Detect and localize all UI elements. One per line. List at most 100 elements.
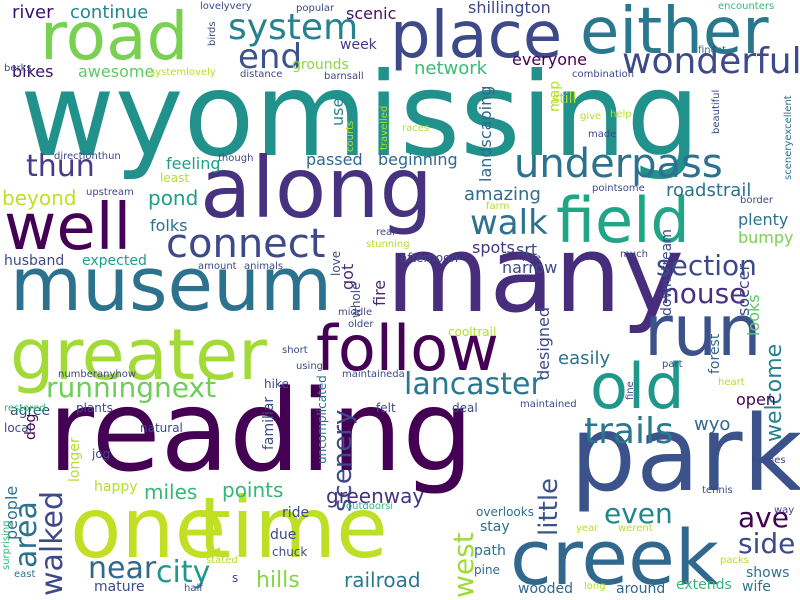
word: least xyxy=(160,171,190,185)
word: due xyxy=(270,527,297,543)
word: hills xyxy=(256,568,300,593)
word: deal xyxy=(452,401,478,415)
word: barnsall xyxy=(324,71,364,82)
word: agree xyxy=(10,403,51,419)
word: werent xyxy=(618,523,653,534)
word: longer xyxy=(67,437,83,482)
word: city xyxy=(156,555,211,590)
word: made xyxy=(588,129,617,140)
word: run xyxy=(644,290,762,372)
word: maintained xyxy=(520,399,577,410)
word: berks xyxy=(4,63,32,74)
word: connect xyxy=(166,221,326,267)
word: wonderful xyxy=(622,41,800,82)
word: ride xyxy=(282,505,310,521)
word: happy xyxy=(94,479,138,495)
word: scenic xyxy=(346,4,397,23)
word: passed xyxy=(306,150,363,169)
word: pointsome xyxy=(592,183,645,194)
word: plants xyxy=(76,401,113,415)
word: along xyxy=(200,139,433,237)
word: afternoon xyxy=(400,251,459,265)
word: bumpy xyxy=(738,228,794,247)
word: narrow xyxy=(502,258,558,277)
word: half xyxy=(184,583,203,594)
word: sceneryexcellent xyxy=(783,95,794,180)
word: directionthun xyxy=(54,151,121,162)
word: well xyxy=(4,191,132,265)
word: even xyxy=(604,497,673,530)
word: river xyxy=(12,2,54,23)
word: underpass xyxy=(514,141,723,187)
word: landscaping xyxy=(476,85,495,182)
word: pine xyxy=(474,563,500,577)
word: reading xyxy=(48,367,474,497)
word: thun xyxy=(26,149,95,184)
word: network xyxy=(414,58,488,79)
word: old xyxy=(590,350,685,423)
word: overlooks xyxy=(476,505,534,519)
word: much xyxy=(620,249,648,260)
word: stunning xyxy=(366,239,410,250)
word: shillington xyxy=(468,0,551,17)
word: either xyxy=(580,0,769,69)
word: use xyxy=(328,97,347,126)
word: continue xyxy=(70,2,149,23)
word: miles xyxy=(144,480,198,504)
word: pond xyxy=(148,186,199,210)
word: uncomplicated xyxy=(315,375,329,464)
word: creek xyxy=(510,513,719,600)
word: systemlovely xyxy=(150,67,216,78)
word: looks xyxy=(744,294,763,336)
word: system xyxy=(228,7,359,48)
word: many xyxy=(386,213,685,336)
word: surprising xyxy=(1,520,12,570)
word: lovelyvery xyxy=(200,1,252,12)
word: upstream xyxy=(86,187,134,198)
word: walk xyxy=(470,203,548,243)
word: long xyxy=(584,581,606,592)
word: s xyxy=(232,571,239,585)
word: expected xyxy=(82,253,147,269)
word: farm xyxy=(486,201,510,212)
word: real xyxy=(376,227,395,238)
word: border xyxy=(740,195,774,206)
word: local xyxy=(4,421,32,435)
word: greater xyxy=(10,314,267,396)
word: tennis xyxy=(702,485,733,496)
word: popular xyxy=(296,3,335,14)
word: srt xyxy=(516,240,538,259)
word: end xyxy=(238,37,303,77)
word: one xyxy=(70,479,227,577)
word: section xyxy=(656,249,757,282)
word: greenway xyxy=(326,484,425,508)
word: bikes xyxy=(12,62,54,81)
word: help xyxy=(610,109,632,120)
word: jog xyxy=(92,447,111,461)
word: shows xyxy=(746,565,790,581)
word: chuck xyxy=(272,545,308,559)
word: lancaster xyxy=(404,367,543,402)
word: path xyxy=(474,543,506,559)
word: forest xyxy=(707,333,723,374)
word: map xyxy=(547,80,563,112)
word: hike xyxy=(264,377,289,391)
word: late xyxy=(522,253,541,264)
word: museum xyxy=(10,242,333,328)
word: part xyxy=(662,359,683,370)
word: races xyxy=(402,123,430,134)
word: wyo xyxy=(694,414,731,435)
word: beautiful xyxy=(711,89,722,134)
word: year xyxy=(576,523,599,534)
word: distance xyxy=(240,69,283,80)
word: birds xyxy=(207,21,218,46)
word: mature xyxy=(94,579,145,595)
word: finest xyxy=(698,45,726,56)
word: fire xyxy=(370,279,389,306)
word: field xyxy=(556,184,690,257)
word: little xyxy=(534,477,564,536)
word: middle xyxy=(338,307,373,318)
word: wyomissing xyxy=(20,48,700,183)
word: way xyxy=(774,505,795,516)
